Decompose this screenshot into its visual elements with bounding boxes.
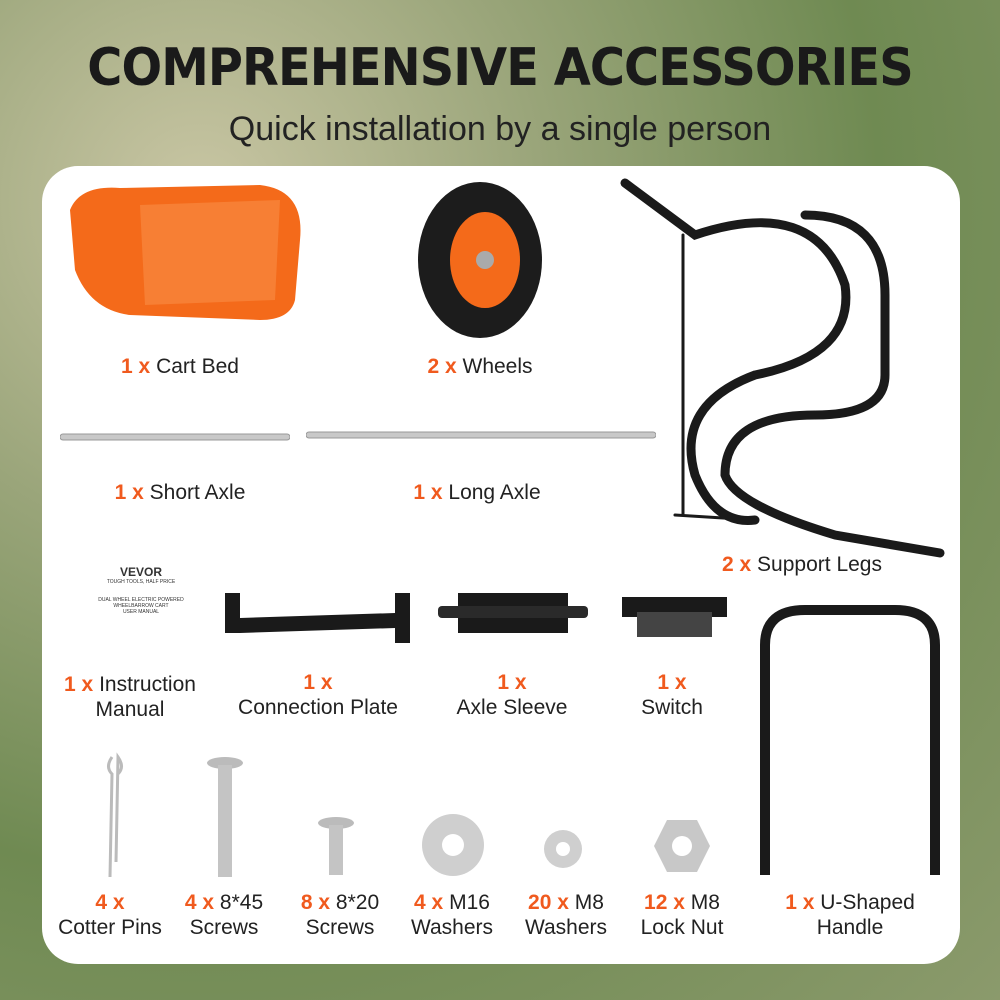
m16-washer-image [422, 814, 484, 876]
axle-sleeve-image [438, 593, 588, 633]
item-label-u-shaped-handle: 1 x U-Shaped Handle [785, 891, 915, 939]
cart-bed-image [70, 185, 301, 320]
page-title: COMPREHENSIVE ACCESSORIES [87, 38, 913, 98]
item-label-screws-8x20: 8 x 8*20 Screws [300, 891, 380, 939]
m8-washer-image [544, 830, 582, 868]
manual-title-line1: DUAL WHEEL ELECTRIC POWERED [98, 597, 184, 603]
page-subtitle: Quick installation by a single person [228, 110, 772, 148]
item-label-cotter-pins: 4 x Cotter Pins [58, 891, 162, 939]
item-label-switch: 1 x Switch [641, 671, 703, 719]
item-label-connection-plate: 1 x Connection Plate [238, 671, 398, 719]
support-legs-image [620, 178, 945, 558]
wheel-image [418, 182, 542, 338]
switch-image [622, 597, 727, 637]
item-label-screws-8x45: 4 x 8*45 Screws [184, 891, 264, 939]
item-label-m16-washers: 4 x M16 Washers [410, 891, 494, 939]
instruction-manual-cover: VEVOR TOUGH TOOLS, HALF PRICE DUAL WHEEL… [86, 565, 196, 615]
lock-nut-image [654, 820, 710, 872]
item-label-m8-lock-nut: 12 x M8 Lock Nut [640, 891, 724, 939]
item-label-cart-bed: 1 x Cart Bed [121, 355, 239, 378]
item-label-axle-sleeve: 1 x Axle Sleeve [456, 671, 568, 719]
short-axle-image [60, 433, 290, 441]
connection-plate-image [225, 593, 410, 643]
manual-brand: VEVOR [119, 565, 162, 579]
item-label-support-legs: 2 x Support Legs [722, 553, 882, 576]
long-axle-image [306, 431, 656, 439]
manual-title-line3: USER MANUAL [122, 609, 160, 615]
screw-8x45-image [207, 757, 243, 877]
item-label-long-axle: 1 x Long Axle [413, 481, 541, 504]
item-label-short-axle: 1 x Short Axle [114, 481, 246, 504]
item-label-m8-washers: 20 x M8 Washers [524, 891, 608, 939]
screw-8x20-image [318, 817, 354, 875]
u-shaped-handle-image [760, 605, 940, 875]
item-label-wheels: 2 x Wheels [427, 355, 533, 378]
manual-title-line2: WHEELBARROW CART [113, 603, 169, 609]
item-label-instruction-manual: 1 x Instruction Manual [64, 673, 196, 721]
cotter-pin-image [107, 752, 123, 878]
manual-tagline: TOUGH TOOLS, HALF PRICE [106, 579, 176, 585]
